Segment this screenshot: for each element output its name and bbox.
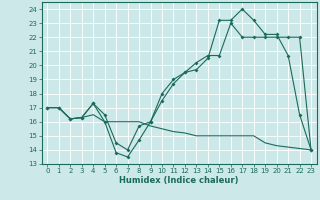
X-axis label: Humidex (Indice chaleur): Humidex (Indice chaleur) (119, 176, 239, 185)
